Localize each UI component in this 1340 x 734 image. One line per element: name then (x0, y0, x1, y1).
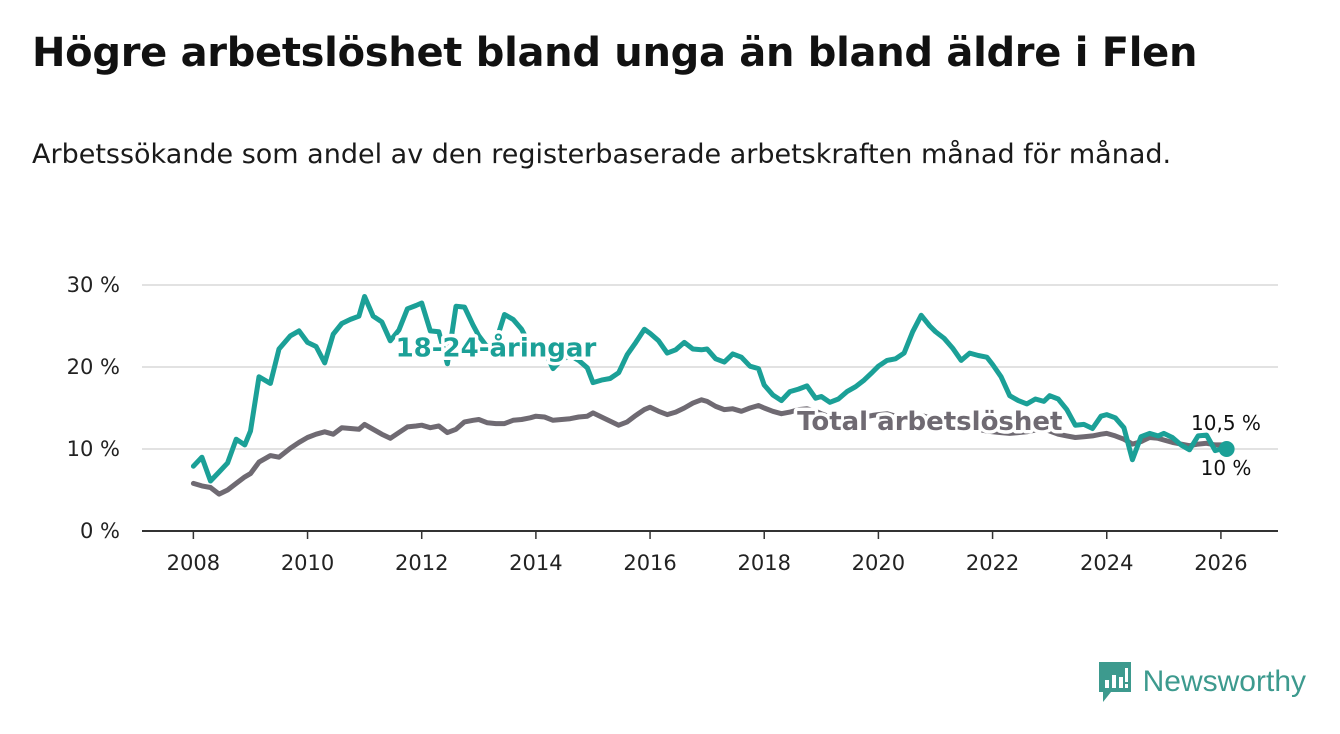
series-lines (190, 294, 1235, 497)
series-label-total-halo: Total arbetslöshet (797, 407, 1062, 437)
y-tick-label: 10 % (67, 437, 120, 461)
series-end-marker (1218, 441, 1235, 457)
y-tick-label: 30 % (67, 273, 120, 297)
x-tick-label: 2014 (509, 551, 562, 575)
chart-subtitle: Arbetssökande som andel av den registerb… (32, 139, 1172, 170)
x-tick-label: 2012 (395, 551, 448, 575)
x-tick-label: 2008 (167, 551, 220, 575)
series-label-youth-halo: 18-24-åringar (396, 331, 597, 363)
chart-title: Högre arbetslöshet bland unga än bland ä… (32, 30, 1198, 76)
x-tick-label: 2022 (966, 551, 1019, 575)
x-tick-label: 2016 (623, 551, 676, 575)
x-tick-label: 2026 (1194, 551, 1247, 575)
x-tick-label: 2020 (852, 551, 905, 575)
y-tick-label: 20 % (67, 355, 120, 379)
x-tick-label: 2010 (281, 551, 334, 575)
x-tick-label: 2018 (738, 551, 791, 575)
brand-logo: Newsworthy (1097, 660, 1306, 704)
end-label-total: 10,5 % (1191, 411, 1261, 435)
series-label-total: Total arbetslöshet (797, 407, 1062, 437)
x-tick-label: 2024 (1080, 551, 1133, 575)
y-tick-label: 0 % (80, 519, 120, 543)
brand-name: Newsworthy (1142, 665, 1306, 698)
axes: 0 % 10 % 20 % 30 % 2008 2010 2012 2014 2016 2018 2… (67, 273, 1278, 575)
newsworthy-logo-icon (1098, 662, 1131, 702)
series-line-total (190, 397, 1230, 497)
grid-lines (142, 284, 1278, 450)
series-label-youth: 18-24-åringar (396, 331, 597, 363)
series-line-youth (190, 294, 1230, 484)
end-label-youth: 10 % (1201, 456, 1252, 480)
